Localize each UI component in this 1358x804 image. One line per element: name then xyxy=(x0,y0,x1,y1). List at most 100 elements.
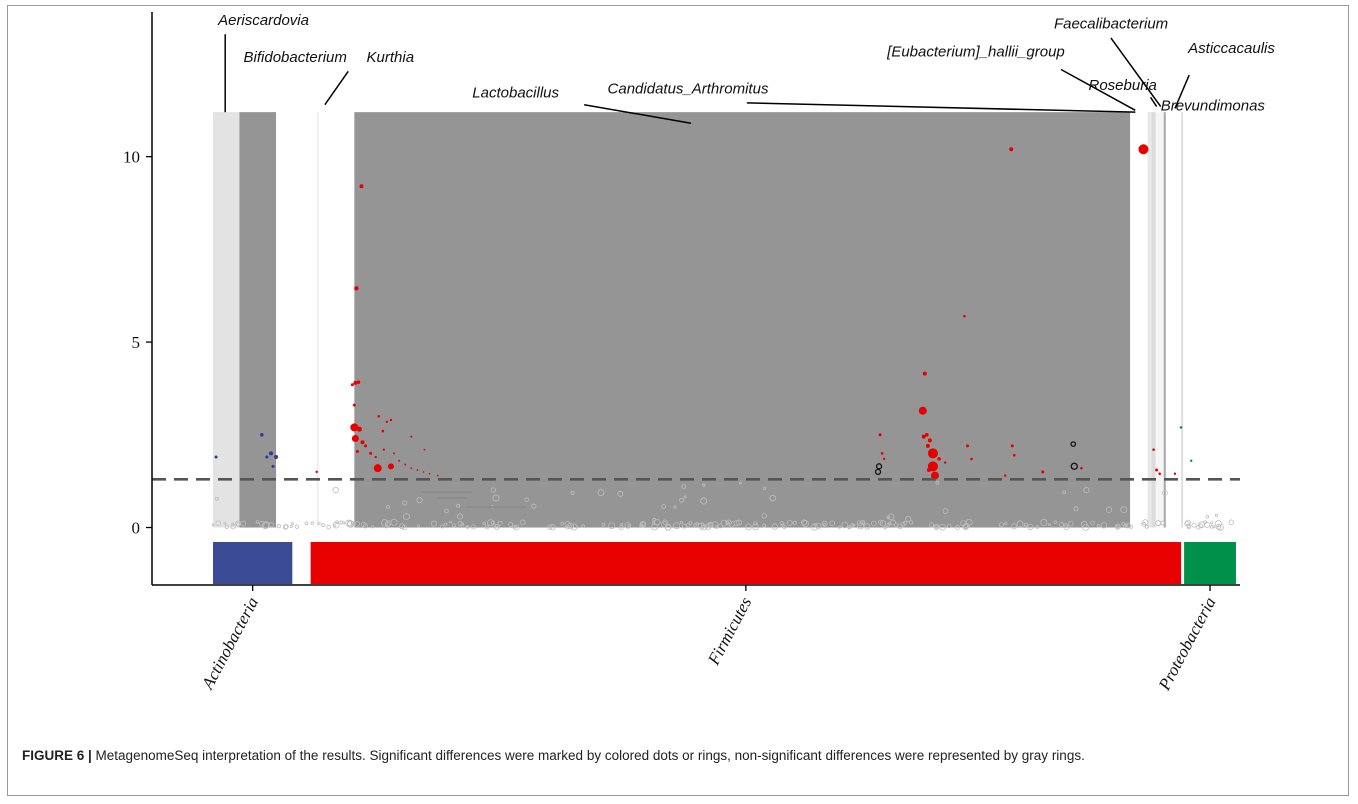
nonsignificant-ring xyxy=(934,524,939,529)
significant-dot xyxy=(880,452,884,455)
genus-label: Roseburia xyxy=(1089,77,1157,94)
nonsignificant-ring xyxy=(456,503,461,508)
nonsignificant-ring xyxy=(847,525,852,530)
genus-labels: Aeriscardovia Bifidobacterium Kurthia Lacto… xyxy=(217,12,1275,125)
nonsignificant-ring xyxy=(402,500,408,506)
nonsignificant-ring xyxy=(417,524,420,528)
nonsignificant-ring xyxy=(661,504,667,509)
significant-dot xyxy=(1138,144,1149,155)
significant-dot xyxy=(356,380,361,384)
nonsignificant-ring xyxy=(310,521,314,525)
nonsignificant-ring xyxy=(1125,523,1129,528)
significant-dot xyxy=(369,451,373,455)
nonsignificant-ring xyxy=(361,521,367,528)
nonsignificant-ring xyxy=(1209,525,1214,529)
nonsignificant-ring xyxy=(1204,521,1211,528)
nonsignificant-ring xyxy=(465,525,469,529)
significant-dot xyxy=(350,423,359,432)
nonsignificant-ring xyxy=(339,520,344,525)
significant-dot xyxy=(315,470,318,474)
nonsignificant-ring xyxy=(451,523,456,528)
nonsignificant-ring xyxy=(597,489,605,496)
significant-dot xyxy=(389,418,393,422)
nonsignificant-ring xyxy=(879,520,887,527)
nonsignificant-ring xyxy=(1058,522,1064,528)
genus-band xyxy=(316,112,319,528)
significant-dot xyxy=(943,461,947,464)
significant-dot xyxy=(927,438,932,443)
nonsignificant-ring xyxy=(255,520,260,524)
nonsignificant-ring xyxy=(1090,520,1095,526)
genus-label: Lactobacillus xyxy=(472,84,559,101)
nonsignificant-ring xyxy=(332,521,340,529)
nonsignificant-ring xyxy=(416,497,423,504)
nonsignificant-ring xyxy=(624,522,631,529)
nonsignificant-ring xyxy=(276,524,281,529)
nonsignificant-ring xyxy=(761,513,767,519)
nonsignificant-ring xyxy=(786,519,793,527)
y-tick-label: 5 xyxy=(132,333,141,352)
nonsignificant-ring xyxy=(1205,515,1210,519)
nonsignificant-ring xyxy=(1162,490,1168,496)
nonsignificant-ring xyxy=(261,522,269,530)
nonsignificant-ring xyxy=(841,521,849,529)
nonsignificant-ring xyxy=(720,519,728,527)
nonsignificant-ring xyxy=(1115,525,1120,529)
significant-dot xyxy=(387,463,394,470)
nonsignificant-ring xyxy=(1040,518,1048,526)
nonsignificant-ring xyxy=(524,497,529,503)
phylum-labels: Actinobacteria Firmicutes Proteobacteria xyxy=(198,594,1220,694)
significant-dot xyxy=(352,403,356,407)
significant-dot xyxy=(1012,453,1016,457)
nonsignificant-ring xyxy=(1215,520,1222,527)
nonsignificant-ring xyxy=(317,521,321,525)
nonsignificant-ring xyxy=(1053,520,1058,525)
nonsignificant-ring xyxy=(883,525,887,530)
nonsignificant-ring xyxy=(570,490,575,495)
nonsignificant-ring xyxy=(283,524,289,530)
nonsignificant-ring xyxy=(893,522,899,528)
nonsignificant-ring xyxy=(617,490,624,497)
axes: 0 5 10 xyxy=(123,12,1240,591)
genus-label-pointer xyxy=(1110,37,1162,108)
nonsignificant-ring xyxy=(570,523,578,531)
nonsignificant-ring xyxy=(321,523,325,528)
genus-band xyxy=(213,112,240,528)
nonsignificant-ring xyxy=(332,486,339,494)
nonsignificant-ring xyxy=(711,521,719,529)
genus-label-pointer xyxy=(1174,74,1190,109)
phylum-bars xyxy=(213,542,1236,584)
nonsignificant-ring xyxy=(801,520,809,528)
genus-label-pointer xyxy=(746,102,1136,113)
nonsignificant-ring xyxy=(1185,519,1191,526)
nonsignificant-ring xyxy=(1142,519,1149,526)
nonsignificant-ring xyxy=(1214,513,1219,517)
nonsignificant-ring xyxy=(581,524,585,528)
nonsignificant-ring xyxy=(664,524,672,531)
nonsignificant-ring xyxy=(954,524,960,530)
significant-dot xyxy=(428,472,431,475)
nonsignificant-ring xyxy=(707,521,714,529)
significant-dot xyxy=(377,414,381,418)
caption-label: FIGURE 6 | xyxy=(22,748,92,763)
nonsignificant-ring xyxy=(903,520,908,526)
nonsignificant-ring xyxy=(651,523,658,531)
nonsignificant-ring xyxy=(947,523,952,529)
significant-dot xyxy=(925,432,929,437)
nonsignificant-ring xyxy=(887,521,892,526)
nonsignificant-ring xyxy=(700,522,705,527)
nonsignificant-ring xyxy=(821,520,828,527)
significant-dot xyxy=(925,443,930,448)
nonsignificant-ring xyxy=(679,497,685,503)
nonsignificant-ring xyxy=(470,524,476,530)
significant-dot xyxy=(1179,426,1183,429)
nonsignificant-ring xyxy=(231,522,235,526)
significant-dot xyxy=(382,448,385,451)
nonsignificant-ring xyxy=(1120,506,1128,514)
significant-dot xyxy=(410,435,413,438)
nonsignificant-ring xyxy=(1016,520,1024,528)
nonsignificant-ring xyxy=(386,504,390,509)
nonsignificant-ring xyxy=(215,520,222,527)
nonsignificant-ring xyxy=(304,521,309,526)
significant-dot xyxy=(356,426,362,432)
